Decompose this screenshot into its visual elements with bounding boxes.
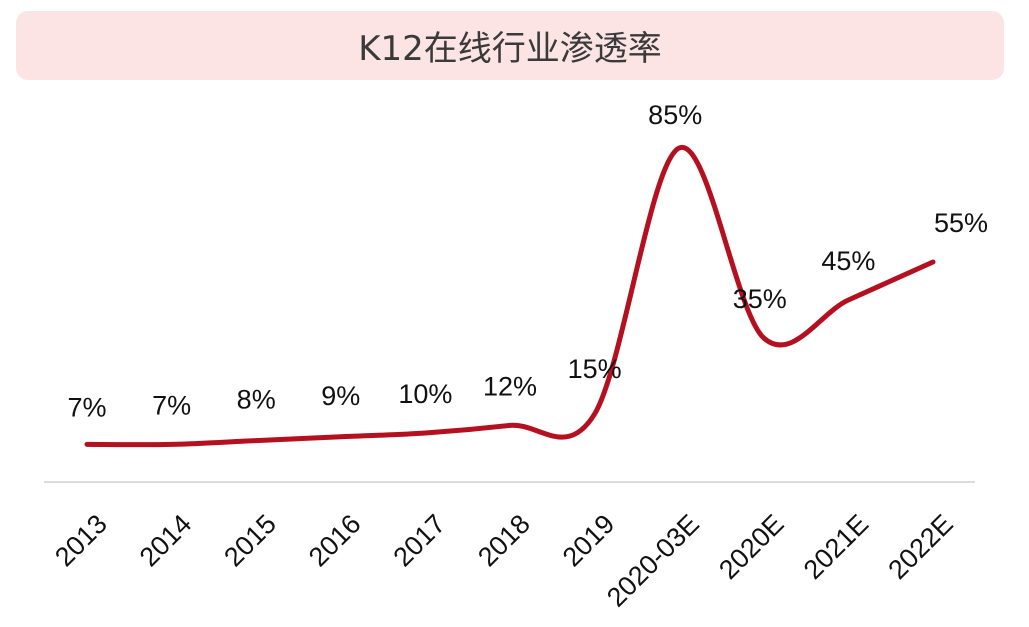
chart-title: K12在线行业渗透率	[358, 29, 662, 69]
x-tick-label: 2022E	[882, 509, 958, 585]
x-tick-label: 2013	[49, 509, 113, 573]
chart-title-banner: K12在线行业渗透率	[16, 11, 1004, 80]
data-label: 9%	[321, 381, 360, 411]
data-label: 85%	[648, 100, 702, 130]
data-labels: 7% 7% 8% 9% 10% 12% 15% 85% 35% 45% 55%	[67, 100, 988, 422]
x-tick-label: 2017	[388, 509, 452, 573]
data-label: 7%	[152, 390, 191, 420]
data-label: 12%	[483, 371, 537, 401]
data-label: 35%	[733, 284, 787, 314]
x-tick-label: 2021E	[798, 509, 874, 585]
data-label: 10%	[398, 379, 452, 409]
x-tick-label: 2016	[303, 509, 367, 573]
x-tick-label: 2020-03E	[601, 509, 705, 613]
data-label: 45%	[821, 246, 875, 276]
x-tick-label: 2019	[557, 509, 621, 573]
data-label: 15%	[568, 354, 622, 384]
x-tick-label: 2014	[134, 509, 198, 573]
x-tick-label: 2020E	[713, 509, 789, 585]
series-line-penetration	[84, 145, 936, 448]
x-tick-label: 2018	[472, 509, 536, 573]
data-label: 8%	[237, 385, 276, 415]
x-tick-label: 2015	[218, 509, 282, 573]
data-label: 7%	[67, 392, 106, 422]
data-label: 55%	[934, 208, 988, 238]
